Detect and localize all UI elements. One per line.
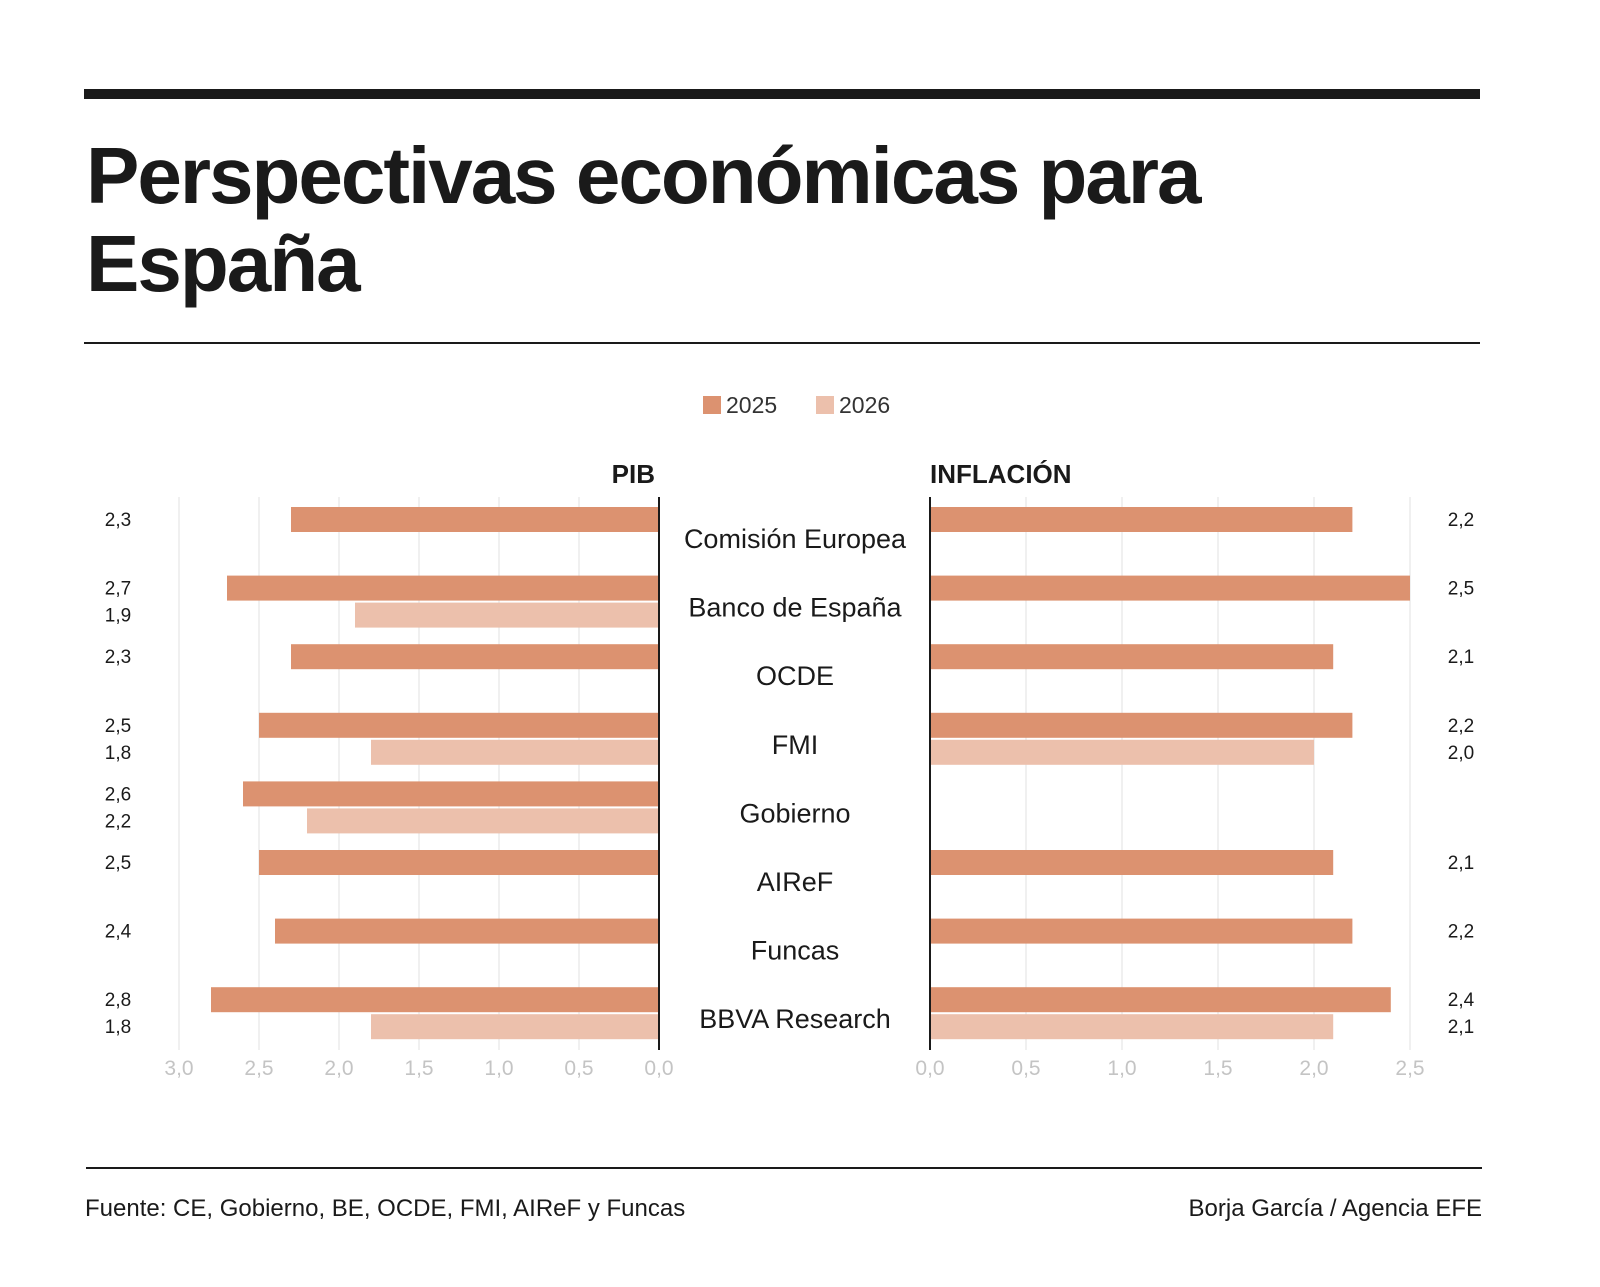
value-label: 2,1 bbox=[1448, 1017, 1474, 1038]
bar-2025 bbox=[259, 850, 659, 875]
value-label: 2,6 bbox=[105, 784, 131, 805]
value-label: 2,5 bbox=[105, 853, 131, 874]
panel-title: INFLACIÓN bbox=[930, 459, 1072, 489]
bar-2025 bbox=[211, 987, 659, 1013]
value-label: 2,2 bbox=[105, 811, 131, 832]
source-note: Fuente: CE, Gobierno, BE, OCDE, FMI, AIR… bbox=[85, 1195, 686, 1222]
tick-label: 1,5 bbox=[1203, 1057, 1232, 1080]
credit: Borja García / Agencia EFE bbox=[1188, 1195, 1482, 1222]
bar-2026 bbox=[371, 739, 659, 765]
category-label: Funcas bbox=[751, 936, 840, 966]
category-label: FMI bbox=[772, 730, 819, 760]
bar-2025 bbox=[275, 918, 659, 944]
category-label: Banco de España bbox=[688, 593, 902, 623]
tick-label: 2,0 bbox=[324, 1057, 353, 1080]
bar-2026 bbox=[930, 1014, 1334, 1040]
value-label: 2,2 bbox=[1448, 922, 1474, 943]
title-divider bbox=[84, 342, 1480, 344]
value-label: 2,7 bbox=[105, 579, 131, 600]
legend-swatch-2026 bbox=[816, 396, 834, 414]
bar-2025 bbox=[259, 712, 659, 738]
bar-2025 bbox=[291, 644, 659, 670]
value-label: 2,1 bbox=[1448, 647, 1474, 668]
bar-2026 bbox=[930, 739, 1314, 765]
bar-2026 bbox=[371, 1014, 659, 1040]
tick-label: 0,5 bbox=[564, 1057, 593, 1080]
tick-label: 2,5 bbox=[1395, 1057, 1424, 1080]
bar-2025 bbox=[243, 781, 659, 807]
value-label: 1,9 bbox=[105, 606, 131, 627]
bar-2025 bbox=[930, 575, 1410, 601]
tick-label: 2,0 bbox=[1299, 1057, 1328, 1080]
tick-label: 1,0 bbox=[1107, 1057, 1136, 1080]
category-label: BBVA Research bbox=[699, 1004, 891, 1034]
legend-label-2025: 2025 bbox=[726, 392, 777, 418]
tick-label: 1,5 bbox=[404, 1057, 433, 1080]
top-bar bbox=[84, 89, 1480, 99]
tick-label: 0,0 bbox=[644, 1057, 673, 1080]
bar-2025 bbox=[930, 918, 1353, 944]
value-label: 2,4 bbox=[1448, 990, 1475, 1011]
legend-swatch-2025 bbox=[703, 396, 721, 414]
value-label: 2,8 bbox=[105, 990, 131, 1011]
value-label: 2,2 bbox=[1448, 510, 1474, 531]
tick-label: 3,0 bbox=[164, 1057, 193, 1080]
bar-2025 bbox=[930, 987, 1391, 1013]
value-label: 2,5 bbox=[1448, 579, 1474, 600]
category-label: AIReF bbox=[757, 867, 834, 897]
value-label: 2,5 bbox=[105, 716, 131, 737]
legend-label-2026: 2026 bbox=[839, 392, 890, 418]
value-label: 2,3 bbox=[105, 647, 131, 668]
category-label: Comisión Europea bbox=[684, 524, 907, 554]
value-label: 2,1 bbox=[1448, 853, 1474, 874]
category-label: Gobierno bbox=[739, 798, 850, 828]
value-label: 1,8 bbox=[105, 1017, 131, 1038]
value-label: 2,0 bbox=[1448, 743, 1474, 764]
bar-2025 bbox=[930, 644, 1334, 670]
bar-2025 bbox=[291, 507, 659, 532]
tick-label: 0,5 bbox=[1011, 1057, 1040, 1080]
footer-divider bbox=[86, 1167, 1482, 1169]
page-title: Perspectivas económicas para España bbox=[86, 131, 1202, 308]
bar-2025 bbox=[930, 712, 1353, 738]
value-label: 2,4 bbox=[105, 922, 132, 943]
value-label: 1,8 bbox=[105, 743, 131, 764]
value-label: 2,3 bbox=[105, 510, 131, 531]
tick-label: 0,0 bbox=[915, 1057, 944, 1080]
panel-title: PIB bbox=[612, 459, 655, 489]
category-label: OCDE bbox=[756, 661, 834, 691]
tick-label: 2,5 bbox=[244, 1057, 273, 1080]
tick-label: 1,0 bbox=[484, 1057, 513, 1080]
bar-2025 bbox=[930, 850, 1334, 875]
bar-2026 bbox=[355, 602, 659, 628]
bar-2026 bbox=[307, 808, 659, 834]
bar-2025 bbox=[930, 507, 1353, 532]
value-label: 2,2 bbox=[1448, 716, 1474, 737]
bar-2025 bbox=[227, 575, 659, 601]
